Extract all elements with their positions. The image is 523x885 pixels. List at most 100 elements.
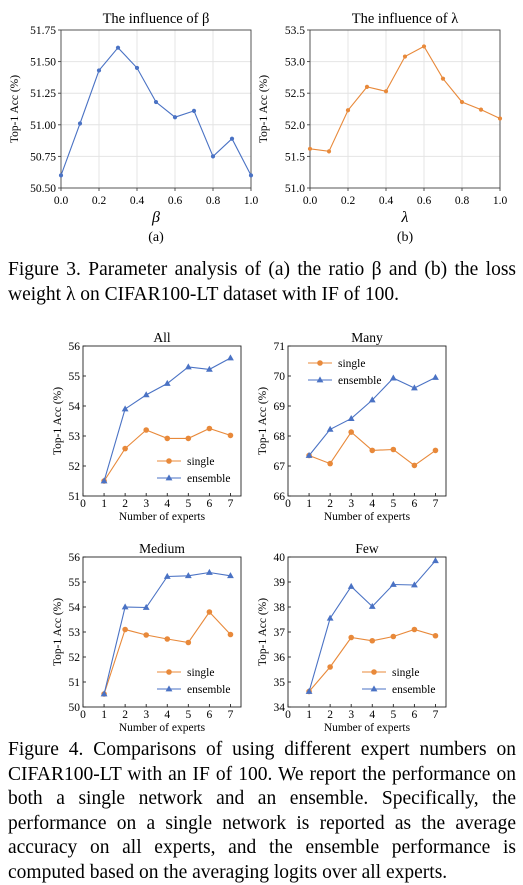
- figure-3: 50.50 50.75 51.00 51.25 51.50 51.75 0.0 0.2 0.4 0…: [9, 11, 507, 245]
- data-point: [364, 84, 370, 89]
- figure-3-caption: Figure 3. Parameter analysis of (a) the …: [8, 259, 516, 305]
- ensemble-data-point: [206, 568, 213, 575]
- ensemble-data-point: [411, 581, 418, 588]
- y-tick-label: 71: [274, 341, 286, 353]
- ensemble-data-point: [326, 425, 334, 432]
- single-data-point: [164, 435, 171, 442]
- x-tick-label: 0.2: [341, 195, 356, 207]
- y-tick-label: 53: [69, 431, 81, 443]
- y-tick-label: 52.0: [285, 120, 305, 132]
- x-tick-label: 4: [164, 709, 170, 721]
- y-tick-label: 40: [274, 552, 286, 564]
- legend-marker-ensemble: [165, 474, 173, 481]
- single-data-point: [143, 632, 149, 638]
- ensemble-data-point: [368, 602, 376, 609]
- legend-label-ensemble: ensemble: [338, 375, 381, 387]
- y-tick-label: 50.75: [30, 151, 56, 163]
- x-tick-label: 3: [143, 709, 149, 721]
- data-point: [459, 99, 465, 105]
- x-tick-label: 0.6: [168, 195, 183, 207]
- legend-marker-single: [166, 458, 172, 464]
- ensemble-data-point: [163, 572, 171, 579]
- x-tick-label: 5: [390, 498, 396, 510]
- single-data-point: [122, 626, 128, 633]
- x-tick-label: 3: [143, 498, 149, 510]
- data-point: [248, 173, 254, 178]
- y-tick-label: 68: [274, 431, 286, 443]
- y-tick-label: 39: [274, 577, 286, 589]
- data-point: [478, 107, 484, 112]
- chart-title: The influence of β: [103, 11, 210, 27]
- data-point: [134, 65, 140, 71]
- single-data-point: [411, 462, 418, 469]
- y-tick-label: 51: [69, 491, 81, 503]
- x-tick-label: 0: [285, 498, 291, 510]
- ensemble-data-point: [142, 603, 150, 610]
- series-line: [309, 45, 501, 152]
- y-tick-label: 55: [69, 371, 81, 383]
- y-tick-label: 52: [69, 461, 81, 473]
- chart-title: Medium: [139, 541, 185, 556]
- y-axis-label: Top-1 Acc (%): [52, 387, 64, 455]
- y-tick-label: 53.5: [285, 25, 305, 37]
- data-point: [77, 121, 83, 126]
- single-data-point: [143, 427, 149, 433]
- y-tick-label: 51.50: [30, 57, 56, 69]
- plot-frame: [309, 29, 501, 189]
- x-tick-label: 5: [185, 498, 191, 510]
- ensemble-data-point: [347, 415, 355, 421]
- x-tick-label: 4: [164, 498, 170, 510]
- y-axis-label: Top-1 Acc (%): [258, 75, 270, 143]
- y-tick-label: 70: [274, 371, 286, 383]
- legend-label-ensemble: ensemble: [187, 473, 230, 485]
- single-data-point: [206, 609, 213, 615]
- y-tick-label: 56: [69, 341, 81, 353]
- x-tick-label: 0: [285, 709, 291, 721]
- y-tick-label: 50: [69, 702, 81, 714]
- plot-frame: [60, 29, 252, 189]
- single-data-point: [227, 432, 234, 439]
- x-tick-label: 6: [207, 709, 213, 721]
- single-data-point: [122, 445, 128, 452]
- data-point: [421, 44, 427, 49]
- x-tick-label: 2: [327, 709, 333, 721]
- ensemble-data-point: [305, 687, 313, 694]
- y-tick-label: 56: [69, 552, 81, 564]
- x-tick-label: 5: [185, 709, 191, 721]
- y-tick-label: 52: [69, 652, 81, 664]
- ensemble-data-point: [163, 379, 171, 386]
- ensemble-data-point: [389, 374, 397, 381]
- ensemble-data-point: [347, 582, 355, 589]
- single-data-point: [348, 429, 355, 435]
- y-tick-label: 55: [69, 577, 81, 589]
- chart-title: All: [153, 330, 171, 345]
- ensemble-data-point: [121, 405, 129, 412]
- y-tick-label: 36: [274, 652, 286, 664]
- x-tick-label: 7: [433, 709, 439, 721]
- y-axis-label: Top-1 Acc (%): [9, 75, 21, 143]
- single-data-point: [432, 632, 439, 639]
- x-axis-label: Number of experts: [119, 722, 206, 734]
- x-tick-label: 5: [390, 709, 396, 721]
- single-data-point: [327, 460, 333, 467]
- x-tick-label: 2: [122, 709, 128, 721]
- chart-title: Few: [355, 541, 379, 556]
- x-tick-label: 0.4: [130, 195, 145, 207]
- x-tick-label: 6: [412, 498, 418, 510]
- x-axis-label: β: [151, 209, 160, 226]
- x-tick-label: 1.0: [244, 195, 259, 207]
- data-point: [383, 89, 389, 94]
- single-data-point: [390, 446, 397, 453]
- single-data-point: [432, 447, 439, 454]
- single-data-point: [369, 447, 376, 454]
- single-data-point: [348, 634, 355, 641]
- figure-3-panel-beta: 50.50 50.75 51.00 51.25 51.50 51.75 0.0 0.2 0.4 0…: [9, 11, 258, 245]
- ensemble-data-point: [100, 477, 108, 484]
- data-point: [229, 136, 235, 141]
- x-tick-label: 0.2: [92, 195, 107, 207]
- plot-frame: [287, 345, 447, 497]
- data-point: [307, 146, 313, 151]
